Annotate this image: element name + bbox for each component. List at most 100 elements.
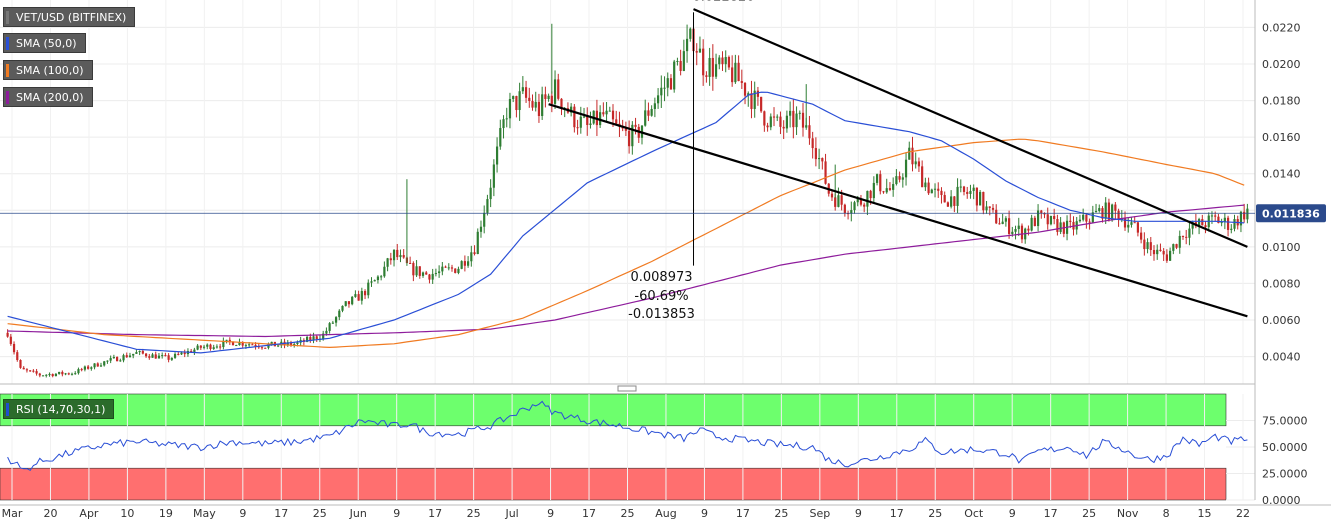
candle [289, 342, 293, 346]
candle [260, 347, 264, 349]
candle [898, 176, 901, 180]
candle [1107, 202, 1111, 220]
candle [151, 354, 154, 358]
candle [344, 301, 347, 306]
candle [959, 186, 962, 188]
symbol-legend[interactable]: VET/USD (BITFINEX) [3, 7, 136, 27]
candle [64, 373, 67, 375]
candle [1020, 225, 1024, 240]
candle [647, 110, 650, 116]
candle [1049, 216, 1053, 225]
candle [235, 345, 238, 347]
candle [505, 118, 508, 120]
candle [45, 374, 48, 376]
candle [122, 355, 125, 361]
candle [553, 79, 557, 104]
candle [135, 352, 138, 354]
candle [103, 361, 106, 366]
candle [170, 357, 173, 360]
candle [663, 87, 666, 89]
x-tick-label: 25 [621, 507, 635, 520]
candle [599, 112, 602, 126]
candle [83, 366, 86, 370]
candle [325, 330, 328, 334]
candle [1094, 210, 1098, 213]
candle [982, 191, 985, 211]
rsi-legend[interactable]: RSI (14,70,30,1) [3, 399, 115, 419]
candle [718, 57, 721, 65]
candle [1226, 217, 1230, 230]
current-price-label: 0.011836 [1262, 207, 1320, 220]
candle [1172, 244, 1175, 251]
candle [444, 266, 447, 268]
percent-annotation: -60.69% [634, 289, 688, 304]
candle [434, 273, 437, 275]
candle [51, 374, 54, 377]
candle [950, 196, 953, 207]
candle [389, 258, 392, 261]
candle [418, 266, 421, 276]
sma200-legend[interactable]: SMA (200,0) [3, 87, 93, 107]
candle [818, 158, 821, 160]
candle [531, 101, 534, 108]
sma100-label: SMA (100,0) [16, 64, 84, 77]
candle [196, 345, 199, 350]
x-tick-label: Oct [964, 507, 984, 520]
candle [1007, 218, 1011, 234]
candle [550, 95, 553, 104]
candle [576, 127, 579, 129]
candle [16, 352, 19, 360]
candle [466, 261, 470, 266]
candle [1098, 208, 1101, 211]
sma100-legend[interactable]: SMA (100,0) [3, 60, 93, 80]
candle [979, 191, 982, 206]
y-tick-label: 0.0080 [1262, 277, 1301, 290]
candle [656, 95, 660, 104]
x-tick-label: 25 [1082, 507, 1096, 520]
x-tick-label: 17 [1044, 507, 1058, 520]
sma50-legend[interactable]: SMA (50,0) [3, 33, 86, 53]
candle [457, 268, 460, 273]
candle [840, 195, 843, 205]
candle [341, 305, 344, 311]
candle [1239, 211, 1243, 226]
candle [1085, 214, 1088, 222]
candle [354, 294, 357, 297]
candle [309, 336, 312, 341]
sma200-swatch [6, 91, 9, 104]
candle [814, 148, 817, 160]
candle [370, 281, 373, 283]
candle [1181, 235, 1185, 237]
candle [731, 67, 734, 83]
candle [225, 339, 228, 341]
candle [270, 341, 273, 345]
candle [1152, 250, 1156, 255]
candle [29, 370, 32, 372]
sma50-line [7, 91, 1245, 354]
candle [711, 57, 714, 77]
x-tick-label: 22 [1236, 507, 1250, 520]
candle [834, 197, 837, 207]
candle [582, 116, 586, 118]
x-tick-label: Nov [1117, 507, 1139, 520]
candle [927, 182, 930, 194]
candle [811, 138, 814, 149]
candle [67, 373, 70, 375]
candle [1156, 249, 1159, 255]
candle [141, 351, 144, 354]
candle [338, 310, 341, 318]
candle [251, 344, 254, 346]
candle [502, 119, 505, 129]
candle [689, 28, 692, 39]
x-tick-label: May [193, 507, 216, 520]
x-tick-label: 19 [159, 507, 173, 520]
candle [824, 161, 827, 184]
candle [1214, 215, 1217, 217]
candle [975, 187, 978, 206]
candle [1201, 219, 1204, 226]
candle [528, 97, 531, 102]
rsi-tick-label: 50.0000 [1262, 441, 1308, 454]
candle [222, 340, 225, 348]
candle [1246, 208, 1249, 220]
candle [573, 106, 576, 128]
